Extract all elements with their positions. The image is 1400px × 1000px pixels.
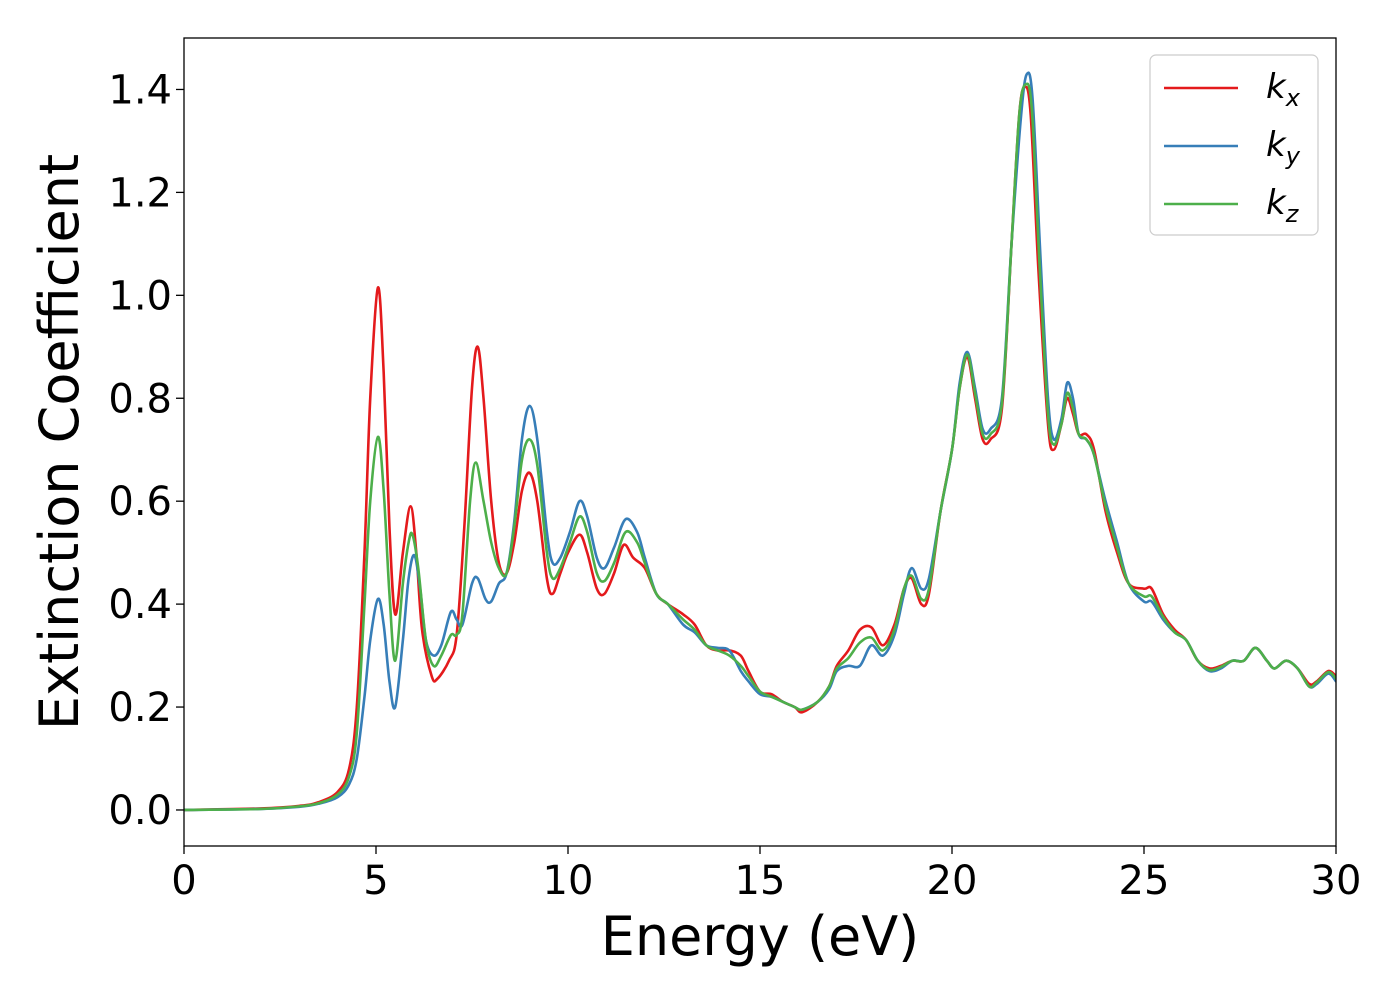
y-tick-label: 0.6: [108, 479, 172, 525]
x-tick-label: 25: [1119, 858, 1170, 904]
y-tick-label: 0.8: [108, 376, 172, 422]
x-axis-label: Energy (eV): [601, 905, 920, 968]
legend: kx ky kz: [1149, 54, 1319, 236]
y-axis: 0.0 0.2 0.4 0.6 0.8 1.0 1.2 1.4: [108, 67, 184, 834]
y-axis-label: Extinction Coefficient: [28, 154, 91, 730]
x-tick-label: 5: [363, 858, 388, 904]
series-layer: [184, 71, 1336, 812]
series-line-z: [184, 82, 1336, 812]
x-tick-label: 10: [543, 858, 594, 904]
y-tick-label: 1.2: [108, 170, 172, 216]
y-tick-label: 0.4: [108, 582, 172, 628]
legend-label-x: kx: [1266, 67, 1301, 112]
y-tick-label: 1.4: [108, 67, 172, 113]
legend-label-z: kz: [1266, 183, 1300, 228]
legend-label-y: ky: [1266, 125, 1301, 170]
x-tick-label: 30: [1311, 858, 1362, 904]
x-tick-label: 15: [735, 858, 786, 904]
y-tick-label: 0.2: [108, 685, 172, 731]
x-tick-label: 0: [171, 858, 196, 904]
y-tick-label: 0.0: [108, 788, 172, 834]
x-tick-label: 20: [927, 858, 978, 904]
x-axis: 0 5 10 15 20 25 30: [171, 846, 1361, 904]
y-tick-label: 1.0: [108, 273, 172, 319]
